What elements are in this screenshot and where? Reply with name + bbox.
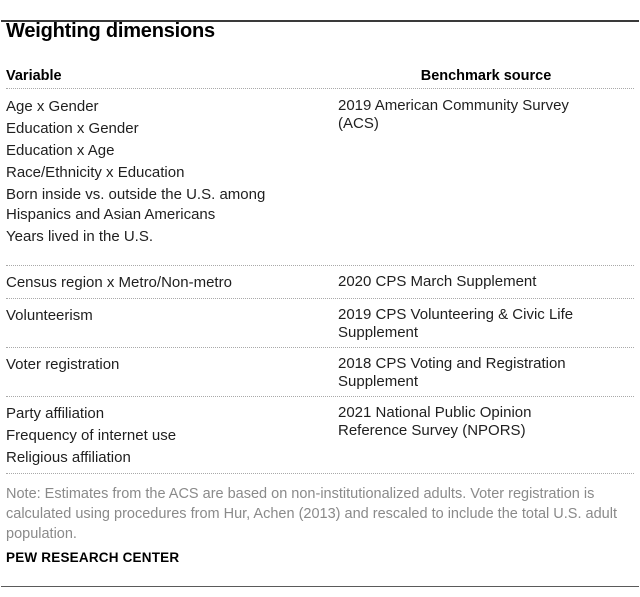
- table-row-npors: Party affiliation Frequency of internet …: [6, 397, 634, 474]
- variable-cell: Age x Gender Education x Gender Educatio…: [6, 97, 338, 247]
- weighting-dimensions-card: Weighting dimensions Variable Benchmark …: [0, 18, 640, 566]
- variable-cell: Voter registration: [6, 355, 338, 391]
- table-row-census-region: Census region x Metro/Non-metro 2020 CPS…: [6, 266, 634, 299]
- variable-item: Years lived in the U.S.: [6, 228, 154, 245]
- variable-item: Volunteerism: [6, 307, 93, 324]
- top-divider: [1, 20, 639, 22]
- variable-cell: Volunteerism: [6, 306, 338, 342]
- table-header-row: Variable Benchmark source: [6, 56, 634, 89]
- variable-item: Born inside vs. outside the U.S. among H…: [6, 186, 266, 223]
- variable-cell: Census region x Metro/Non-metro: [6, 273, 338, 293]
- benchmark-source: 2021 National Public Opinion Reference S…: [338, 404, 532, 439]
- benchmark-source: 2018 CPS Voting and Registration Supplem…: [338, 355, 566, 390]
- benchmark-cell: 2021 National Public Opinion Reference S…: [338, 404, 634, 468]
- bottom-divider: [1, 586, 639, 587]
- weighting-table: Variable Benchmark source Age x Gender E…: [6, 56, 634, 474]
- variable-item: Race/Ethnicity x Education: [6, 164, 185, 181]
- benchmark-source: 2020 CPS March Supplement: [338, 273, 537, 290]
- source-label: PEW RESEARCH CENTER: [6, 550, 180, 565]
- page-title: Weighting dimensions: [6, 20, 215, 42]
- column-header-variable: Variable: [6, 68, 62, 84]
- variable-cell: Party affiliation Frequency of internet …: [6, 404, 338, 468]
- table-row-acs: Age x Gender Education x Gender Educatio…: [6, 89, 634, 266]
- variable-item: Age x Gender: [6, 98, 99, 115]
- benchmark-cell: 2019 CPS Volunteering & Civic Life Suppl…: [338, 306, 634, 342]
- benchmark-cell: 2020 CPS March Supplement: [338, 273, 634, 293]
- benchmark-cell: 2019 American Community Survey (ACS): [338, 97, 634, 247]
- benchmark-cell: 2018 CPS Voting and Registration Supplem…: [338, 355, 634, 391]
- table-row-voter-registration: Voter registration 2018 CPS Voting and R…: [6, 348, 634, 397]
- variable-item: Party affiliation: [6, 405, 105, 422]
- benchmark-source: 2019 CPS Volunteering & Civic Life Suppl…: [338, 306, 574, 341]
- variable-item: Frequency of internet use: [6, 427, 177, 444]
- variable-item: Education x Age: [6, 142, 115, 159]
- variable-item: Religious affiliation: [6, 449, 131, 466]
- table-row-volunteerism: Volunteerism 2019 CPS Volunteering & Civ…: [6, 299, 634, 348]
- variable-item: Voter registration: [6, 356, 120, 373]
- note-text: Note: Estimates from the ACS are based o…: [6, 486, 617, 542]
- benchmark-source: 2019 American Community Survey (ACS): [338, 97, 569, 132]
- variable-item: Education x Gender: [6, 120, 139, 137]
- variable-item: Census region x Metro/Non-metro: [6, 274, 232, 291]
- column-header-benchmark-source: Benchmark source: [420, 68, 552, 84]
